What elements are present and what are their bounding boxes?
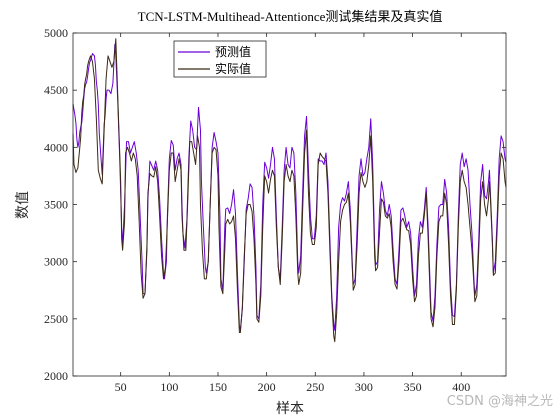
legend-label-predicted: 预测值 bbox=[215, 44, 251, 59]
legend-label-actual: 实际值 bbox=[215, 61, 251, 76]
y-tick-label: 4500 bbox=[44, 83, 68, 97]
y-tick-label: 3500 bbox=[44, 198, 68, 212]
y-tick-label: 3000 bbox=[44, 255, 68, 269]
x-axis-label: 样本 bbox=[276, 401, 304, 417]
chart-title: TCN-LSTM-Multihead-Attentionce测试集结果及真实值 bbox=[138, 9, 443, 24]
y-tick-label: 4000 bbox=[44, 140, 68, 154]
x-tick-label: 200 bbox=[258, 380, 276, 394]
series-line-actual bbox=[72, 38, 507, 343]
x-tick-label: 150 bbox=[209, 380, 227, 394]
legend: 预测值 实际值 bbox=[173, 40, 267, 78]
legend-box bbox=[173, 40, 267, 78]
x-tick-label: 300 bbox=[355, 380, 373, 394]
x-tick-label: 350 bbox=[404, 380, 422, 394]
watermark: CSDN @海神之光 bbox=[447, 394, 553, 409]
x-tick-label: 400 bbox=[452, 380, 470, 394]
plot-area: 50 100 150 200 250 300 350 400 2000 2500 3000 3500 4… bbox=[44, 26, 507, 394]
y-tick-label: 2000 bbox=[44, 369, 68, 383]
x-tick-label: 50 bbox=[115, 380, 127, 394]
y-tick-label: 2500 bbox=[44, 312, 68, 326]
y-tick-label: 5000 bbox=[44, 26, 68, 40]
x-tick-label: 250 bbox=[306, 380, 324, 394]
x-tick-label: 100 bbox=[160, 380, 178, 394]
ticks-layer: 50 100 150 200 250 300 350 400 2000 2500 3000 3500 4… bbox=[44, 26, 506, 394]
series-layer bbox=[72, 38, 507, 343]
y-axis-label: 数值 bbox=[15, 191, 31, 219]
